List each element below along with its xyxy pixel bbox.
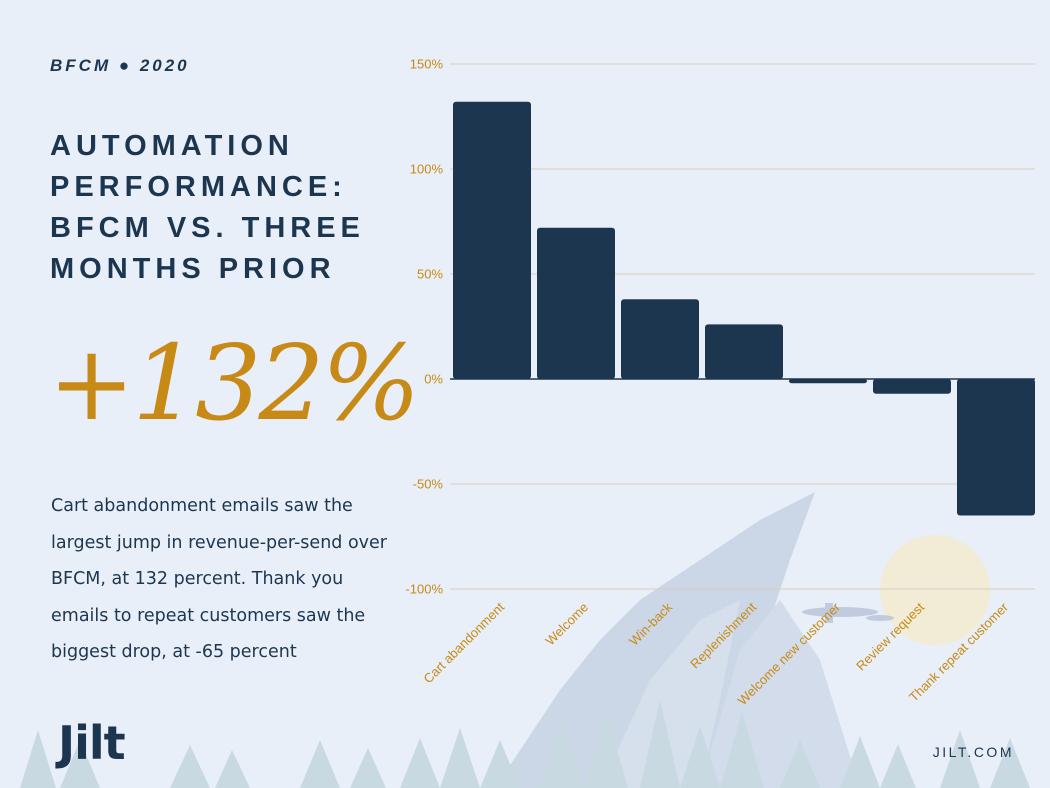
y-tick-label: 50% xyxy=(417,267,443,282)
title-line: MONTHS PRIOR xyxy=(50,253,336,285)
bar-thank-repeat-customer xyxy=(957,379,1035,516)
bar-cart-abandonment xyxy=(453,101,531,380)
y-tick-label: -100% xyxy=(405,582,443,597)
x-category-label: Win-back xyxy=(626,599,675,648)
x-category-label: Replenishment xyxy=(687,599,759,671)
y-tick-label: 100% xyxy=(410,162,444,177)
bar-review-request xyxy=(873,379,951,394)
bar-replenishment xyxy=(705,324,783,379)
y-axis-ticks: 150% 100% 50% 0% -50% -100% xyxy=(405,57,443,597)
y-tick-label: 0% xyxy=(424,372,443,387)
body-paragraph: Cart abandonment emails saw the largest … xyxy=(51,496,387,662)
jilt-logo: Jilt xyxy=(58,716,126,770)
x-category-label: Review request xyxy=(853,599,927,673)
bar-welcome xyxy=(537,227,615,379)
y-tick-label: 150% xyxy=(410,57,444,72)
title-line: BFCM VS. THREE xyxy=(50,212,365,244)
y-tick-label: -50% xyxy=(413,477,444,492)
bars xyxy=(453,101,1035,516)
title-line: PERFORMANCE: xyxy=(50,171,347,203)
headline-stat: +132% xyxy=(48,322,420,444)
site-url: JILT.COM xyxy=(932,744,1014,760)
bar-welcome-new-customer xyxy=(789,379,867,384)
x-category-label: Cart abandonment xyxy=(420,599,507,686)
page-title: AUTOMATION PERFORMANCE: BFCM VS. THREE M… xyxy=(50,126,390,290)
title-line: AUTOMATION xyxy=(50,130,294,162)
x-category-label: Welcome xyxy=(542,600,591,649)
x-axis-labels: Cart abandonment Welcome Win-back Replenish… xyxy=(420,599,1011,708)
eyebrow-label: BFCM ● 2020 xyxy=(50,56,190,75)
bar-win-back xyxy=(621,299,699,379)
